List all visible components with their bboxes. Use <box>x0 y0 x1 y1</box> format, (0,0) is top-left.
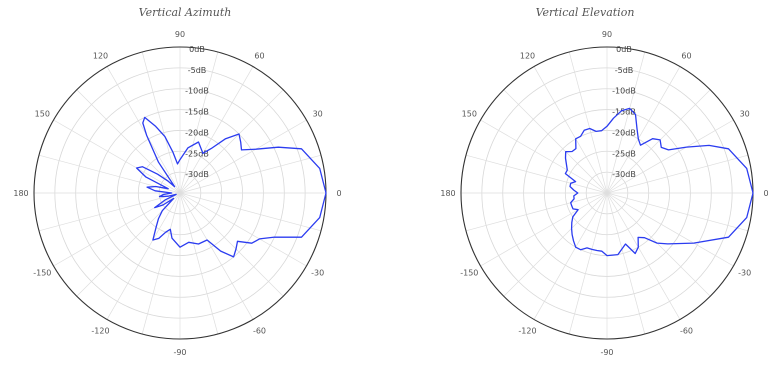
angle-tick-label: 120 <box>93 51 108 60</box>
grid-spoke <box>179 51 219 194</box>
pattern-line <box>135 116 327 258</box>
angle-tick-label: 30 <box>313 110 323 119</box>
grid-spoke <box>179 192 254 320</box>
grid-spoke <box>141 51 181 194</box>
radial-tick-label: -20dB <box>612 128 636 137</box>
radial-tick-label: -15dB <box>185 108 209 117</box>
grid-spoke <box>141 192 181 335</box>
radial-tick-label: -5dB <box>615 66 634 75</box>
grid-spoke <box>179 192 307 267</box>
angle-tick-label: -120 <box>91 327 109 336</box>
angle-tick-label: 0 <box>336 189 341 198</box>
grid-spoke <box>53 192 181 267</box>
radial-tick-label: -20dB <box>185 128 209 137</box>
angle-tick-label: -90 <box>600 348 613 357</box>
grid-spoke <box>606 66 681 194</box>
grid-spoke <box>179 89 284 194</box>
grid-spoke <box>606 89 711 194</box>
azimuth-polar-plot: 0 30 60 90 120 150 180 -150 -120 -90 -60 -30 0dB -5dB… <box>13 30 341 357</box>
grid-spoke <box>179 192 284 297</box>
grid-spoke <box>606 192 681 320</box>
grid-spoke <box>76 89 181 194</box>
angle-tick-label: -60 <box>253 327 266 336</box>
angle-tick-label: -150 <box>33 269 51 278</box>
grid-spoke <box>503 192 608 297</box>
polar-grid <box>34 47 326 339</box>
grid-spoke <box>38 192 181 232</box>
grid-spoke <box>606 154 749 194</box>
grid-spoke <box>106 66 181 194</box>
radial-tick-label: -30dB <box>612 170 636 179</box>
angle-tick-label: 150 <box>35 110 50 119</box>
grid-spoke <box>568 51 608 194</box>
chart-title: Vertical Azimuth <box>138 6 232 19</box>
grid-spoke <box>606 51 646 194</box>
grid-spoke <box>533 192 608 320</box>
grid-spoke <box>179 154 322 194</box>
angle-tick-label: -120 <box>518 327 536 336</box>
grid-spoke <box>179 66 254 194</box>
grid-spoke <box>606 192 749 232</box>
grid-spoke <box>533 66 608 194</box>
grid-spoke <box>606 119 734 194</box>
radial-tick-label: -15dB <box>612 108 636 117</box>
angle-tick-label: 60 <box>681 51 691 60</box>
angle-tick-label: 0 <box>763 189 768 198</box>
grid-spoke <box>568 192 608 335</box>
grid-spoke <box>503 89 608 194</box>
grid-spoke <box>179 119 307 194</box>
radial-tick-label: -5dB <box>188 66 207 75</box>
angle-tick-label: -90 <box>173 348 186 357</box>
grid-spoke <box>606 192 734 267</box>
elevation-chart-panel: Vertical Elevation 0 30 60 90 120 150 180 -150 -… <box>400 0 770 367</box>
radial-tick-label: 0dB <box>616 45 632 54</box>
azimuth-chart-panel: Vertical Azimuth 0 30 60 90 120 150 180 -150 -12… <box>0 0 370 367</box>
grid-spoke <box>465 154 608 194</box>
angle-tick-label: 60 <box>254 51 264 60</box>
grid-spoke <box>606 192 711 297</box>
angle-tick-label: -30 <box>738 269 751 278</box>
grid-spoke <box>53 119 181 194</box>
angle-tick-label: 120 <box>520 51 535 60</box>
angle-tick-label: 180 <box>13 189 28 198</box>
chart-title: Vertical Elevation <box>535 6 635 19</box>
angle-tick-label: -150 <box>460 269 478 278</box>
pattern-line <box>564 107 754 257</box>
elevation-polar-plot: 0 30 60 90 120 150 180 -150 -120 -90 -60 -30 0dB -5dB… <box>440 30 768 357</box>
angle-tick-label: 90 <box>602 30 612 39</box>
grid-spoke <box>465 192 608 232</box>
angle-tick-label: 90 <box>175 30 185 39</box>
radial-tick-label: -30dB <box>185 170 209 179</box>
radial-tick-label: -10dB <box>612 87 636 96</box>
angle-tick-label: -60 <box>680 327 693 336</box>
radial-tick-label: -25dB <box>185 149 209 158</box>
angle-tick-label: 30 <box>740 110 750 119</box>
radial-tick-label: -25dB <box>612 149 636 158</box>
angle-tick-label: -30 <box>311 269 324 278</box>
angle-tick-label: 150 <box>462 110 477 119</box>
grid-spoke <box>179 192 219 335</box>
grid-spoke <box>179 192 322 232</box>
polar-grid <box>461 47 753 339</box>
radial-tick-label: -10dB <box>185 87 209 96</box>
grid-spoke <box>480 192 608 267</box>
grid-spoke <box>106 192 181 320</box>
angle-tick-label: 180 <box>440 189 455 198</box>
grid-spoke <box>480 119 608 194</box>
radial-tick-label: 0dB <box>189 45 205 54</box>
grid-spoke <box>606 192 646 335</box>
